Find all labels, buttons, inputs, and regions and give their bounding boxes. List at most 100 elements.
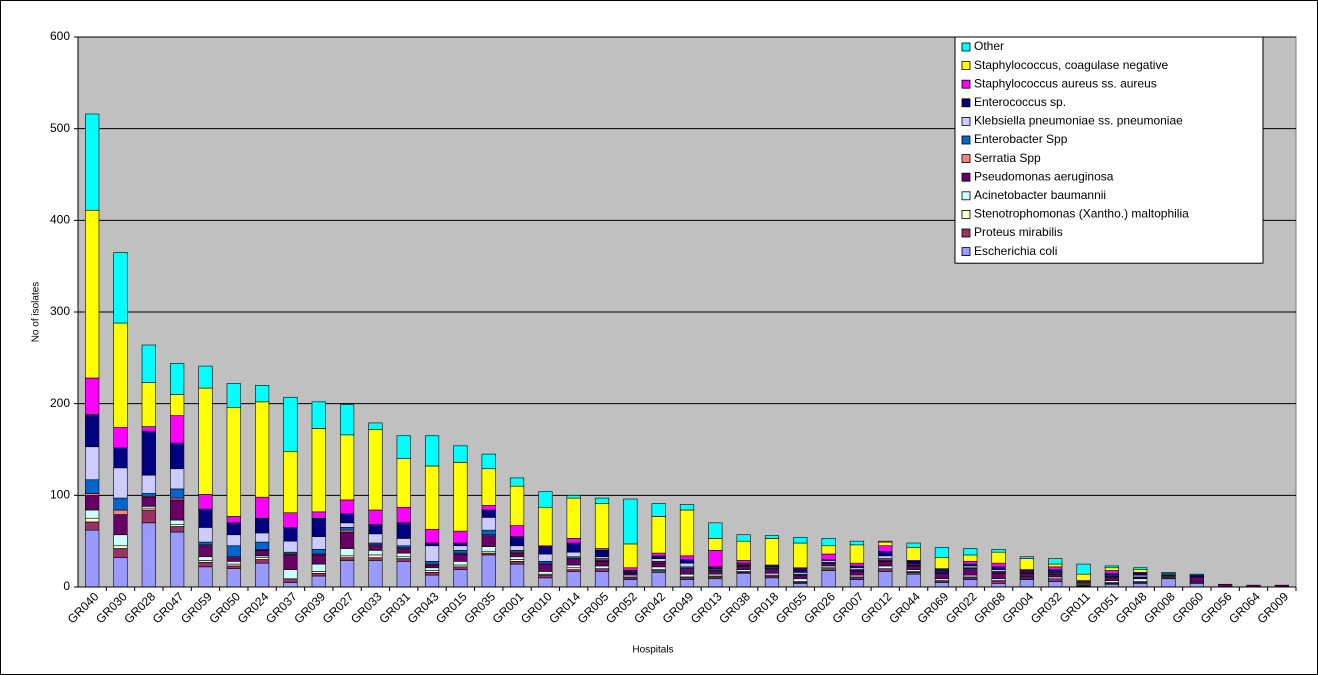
bar-segment [538, 563, 553, 572]
bar-segment [283, 569, 298, 580]
bar-segment [821, 570, 836, 588]
bar-segment [141, 493, 156, 497]
legend-label: Proteus mirabilis [974, 225, 1063, 239]
bar-segment [934, 557, 950, 569]
bar-segment [226, 565, 241, 569]
bar-segment [708, 578, 723, 588]
bar-segment [963, 548, 978, 556]
legend-swatch [961, 117, 971, 126]
bar-segment [481, 468, 496, 506]
bar-segment [991, 583, 1006, 588]
bar-segment [594, 497, 610, 504]
bar-segment [368, 524, 383, 535]
bar-segment [424, 564, 440, 569]
bar-segment [339, 522, 355, 528]
bar-segment [85, 529, 100, 588]
legend-swatch [961, 209, 971, 219]
bar-segment [339, 513, 355, 524]
bar-segment [1076, 573, 1091, 581]
bar-segment [651, 566, 666, 570]
bar-segment [283, 540, 298, 553]
bar-segment [198, 541, 213, 546]
bar-segment [453, 569, 468, 588]
bar-segment [963, 569, 978, 576]
bar-segment [255, 496, 270, 519]
bar-segment [538, 571, 553, 575]
legend-label: Staphylococcus aureus ss. aureus [974, 76, 1157, 90]
bar-segment [368, 533, 383, 544]
bar-segment [85, 113, 100, 211]
bar-segment [1048, 563, 1063, 568]
bar-segment [170, 363, 185, 395]
bar-segment [283, 582, 298, 588]
bar-segment [764, 535, 780, 539]
bar-segment [934, 572, 950, 580]
bar-segment [594, 561, 610, 567]
bar-segment [793, 568, 808, 573]
bar-segment [991, 549, 1006, 553]
legend-swatch [961, 247, 971, 257]
bar-segment [651, 552, 666, 557]
y-tick-label: 100 [50, 488, 70, 502]
legend-swatch [961, 172, 971, 182]
bar-segment [509, 552, 525, 558]
bar-segment [934, 582, 950, 588]
bars [85, 113, 1289, 588]
bar-segment [1104, 576, 1119, 581]
bar-segment [424, 542, 440, 547]
bar-segment [226, 383, 241, 408]
bar-segment [991, 562, 1006, 568]
bar-segment [736, 540, 751, 561]
x-axis-label: Hospitals [632, 645, 673, 656]
legend-box [954, 36, 1264, 264]
bar-segment [1189, 573, 1204, 576]
bar-segment [424, 465, 440, 530]
bar-segment [396, 538, 411, 547]
bar-segment [679, 562, 695, 568]
legend-label: Other [974, 39, 1004, 53]
bar-segment [481, 517, 496, 531]
bar-segment [396, 548, 411, 554]
bar-segment [113, 545, 128, 549]
bar-segment [453, 542, 468, 547]
bar-segment [878, 571, 893, 588]
legend: Other Staphylococcus, coagulase negative S… [954, 36, 1264, 264]
bar-segment [368, 429, 383, 511]
bar-segment [113, 252, 128, 324]
bar-segment [878, 565, 893, 569]
bar-segment [566, 542, 581, 553]
bar-segment [849, 562, 865, 567]
bar-segment [339, 499, 355, 514]
bar-segment [424, 528, 440, 544]
bar-segment [906, 542, 921, 548]
bar-segment [255, 517, 270, 534]
bar-segment [396, 506, 411, 524]
bar-segment [368, 509, 383, 525]
bar-segment [311, 572, 326, 577]
legend-label: Stenotrophomonas (Xantho.) maltophilia [974, 207, 1189, 221]
bar-segment [878, 550, 893, 557]
bar-segment [566, 559, 581, 566]
bar-segment [170, 526, 185, 533]
bar-segment [1048, 566, 1063, 570]
bar-segment [509, 561, 525, 565]
bar-segment [878, 540, 893, 543]
bar-segment [85, 446, 100, 481]
y-axis-label: No of isolates [31, 282, 42, 343]
bar-segment [594, 565, 610, 569]
bar-segment [1019, 579, 1035, 588]
bar-segment [566, 551, 581, 558]
bar-segment [878, 561, 893, 567]
bar-segment [283, 396, 298, 452]
bar-segment [538, 553, 553, 562]
bar-segment [255, 385, 270, 403]
bar-segment [368, 550, 383, 556]
bar-segment [368, 545, 383, 551]
bar-segment [311, 549, 326, 555]
bar-segment [594, 550, 610, 558]
bar-segment [170, 499, 185, 521]
bar-segment [509, 556, 525, 560]
bar-segment [170, 488, 185, 499]
bar-segment [396, 458, 411, 508]
